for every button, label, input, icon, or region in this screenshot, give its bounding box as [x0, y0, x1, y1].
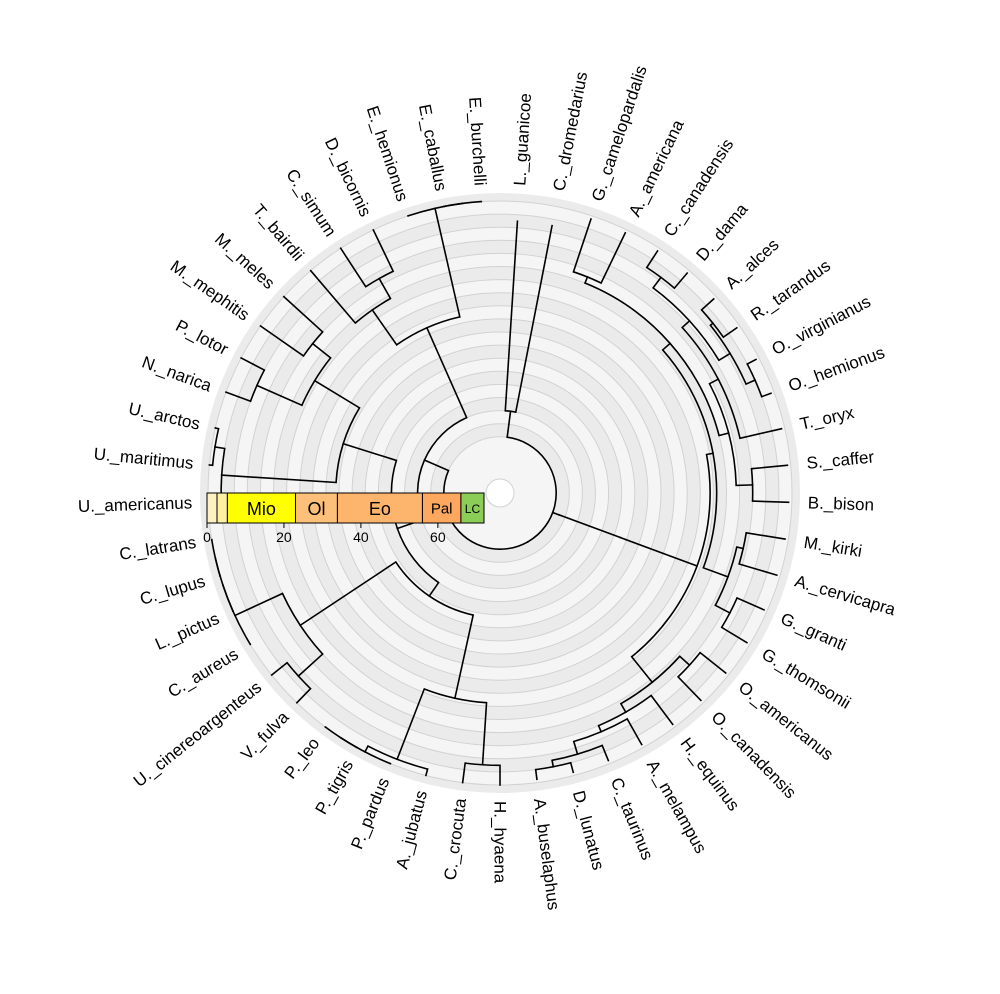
tip-label: H._hyaena [491, 801, 510, 884]
tip-label: L._pictus [152, 609, 222, 654]
timescale-period-label: Pal [431, 501, 453, 518]
tip-label: T._bairdii [249, 200, 308, 264]
tip-label: C._crocuta [441, 797, 470, 881]
tip-label: A._buselaphus [530, 797, 563, 911]
tip-label: P._tigris [312, 757, 358, 818]
tip-label: U._arctos [127, 399, 202, 434]
tip-label: N._narica [139, 353, 214, 396]
tip-branch [215, 428, 218, 429]
internal-branch [736, 485, 752, 486]
tip-label: E._hemionus [363, 104, 412, 204]
timescale-tick-label: 20 [276, 529, 292, 545]
tip-label: C._taurinus [607, 775, 657, 863]
timescale-period [207, 493, 217, 523]
tip-label: D._dama [692, 199, 752, 264]
timescale-period-label: Ol [307, 499, 325, 519]
tip-label: A._jubatus [392, 789, 431, 872]
tip-label: D._bicornis [321, 135, 375, 220]
tip-label: P._lotor [173, 316, 232, 359]
tip-label: M._meles [211, 229, 278, 293]
tip-label: S._caffer [806, 447, 876, 472]
tip-label: P._leo [281, 734, 324, 782]
tip-label: C._aureus [165, 645, 242, 702]
tip-label: T._oryx [798, 403, 856, 434]
tip-label: V._fulva [237, 707, 293, 764]
tip-label: E._caballus [415, 103, 450, 193]
tip-label: U._americanus [78, 493, 193, 516]
timescale-period [217, 493, 227, 523]
tip-label: A._cervicapra [793, 572, 899, 620]
ring-center [486, 479, 514, 507]
timescale-period-label: Mio [247, 499, 276, 519]
timescale-period-label: Eo [369, 499, 391, 519]
tip-label: C._lupus [138, 572, 208, 609]
timescale-tick-label: 0 [203, 529, 211, 545]
tip-label: O._hemionus [786, 343, 887, 396]
tip-label: U._maritimus [93, 444, 194, 473]
timescale-tick-label: 40 [353, 529, 369, 545]
timescale-tick-label: 60 [430, 529, 446, 545]
tip-label: U._cinereoargenteus [130, 678, 265, 791]
tip-label: C._dromedarius [550, 70, 592, 192]
tip-label: L._guanicoe [510, 93, 535, 187]
tip-label: C._simum [282, 166, 340, 240]
tip-label: G._granti [778, 609, 850, 655]
timescale-period-label: LC [465, 502, 481, 516]
tip-label: D._lunatus [569, 789, 608, 872]
tip-label: M._kirki [803, 533, 864, 561]
tip-label: C._latrans [118, 533, 198, 564]
tip-label: B._bison [808, 493, 875, 514]
tip-label: A._alces [722, 235, 783, 293]
tip-label: P._pardus [347, 775, 393, 852]
tip-label: E._burchelli [465, 96, 490, 186]
